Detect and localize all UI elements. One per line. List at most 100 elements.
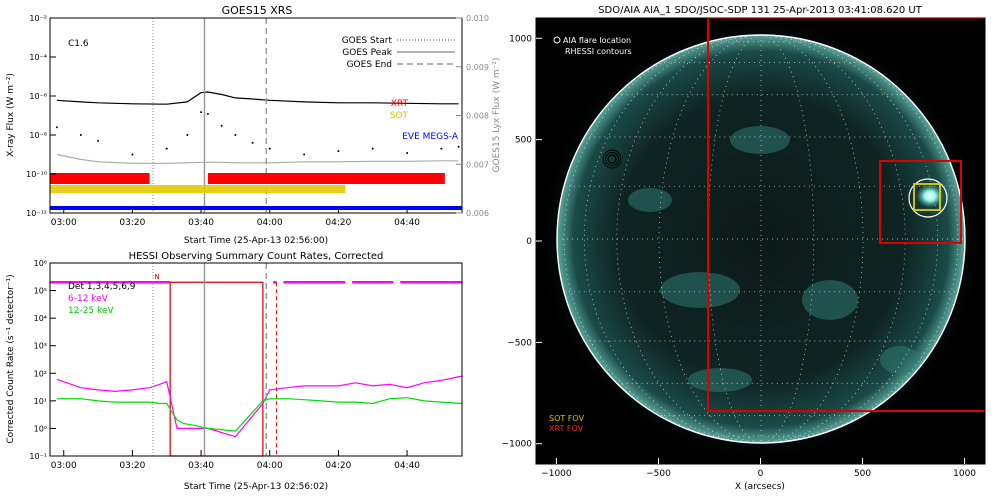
goes-title: GOES15 XRS	[222, 4, 293, 17]
sot-coverage-bar	[50, 185, 346, 193]
hessi-x-tick-label: 04:00	[257, 461, 283, 471]
hessi-legend-6-12: 6-12 keV	[68, 294, 109, 304]
aia-x-tick-label: −500	[646, 469, 671, 479]
aia-x-tick-label: −1000	[541, 469, 572, 479]
goes-y-tick-label: 10⁻⁸	[29, 131, 47, 140]
hessi-night-marker: N	[154, 273, 159, 281]
aia-flare-location-circle	[908, 178, 948, 218]
goes-short-channel-point	[165, 147, 168, 150]
xrt-fov-label: XRT FOV	[549, 424, 584, 433]
aia-x-tick-label: 1000	[953, 469, 976, 479]
xrt-label: XRT	[391, 99, 409, 109]
legend-goes-peak: GOES Peak	[342, 48, 392, 58]
goes-short-channel-point	[55, 126, 58, 129]
hessi-x-tick-label: 04:20	[325, 461, 351, 471]
rhessi-contours	[602, 149, 622, 169]
goes-x-tick-label: 03:00	[51, 218, 77, 228]
xrt-fov-box	[707, 18, 985, 412]
flare-brightening	[916, 184, 944, 208]
aia-x-tick-label: 0	[758, 469, 764, 479]
hessi-series-layer	[50, 263, 463, 457]
hessi-y-axis-label: Corrected Count Rate (s⁻¹ detector⁻¹)	[6, 274, 16, 443]
hessi-y-tick-label: 10⁻¹	[29, 452, 47, 461]
aia-y-tick-label: 0	[526, 237, 532, 247]
hessi-y-tick-label: 10⁴	[34, 314, 47, 323]
longitude-line	[760, 34, 959, 444]
goes-y-right-tick-label: 0.010	[466, 14, 489, 23]
hessi-legend-12-25: 12-25 keV	[68, 306, 114, 316]
hessi-y-tick-label: 10⁶	[34, 259, 47, 268]
goes-x-tick-label: 04:40	[394, 218, 420, 228]
goes-short-channel-point	[268, 147, 271, 150]
goes-legend: GOES Start GOES Peak GOES End	[342, 36, 455, 70]
aia-y-tick-label: 1000	[509, 34, 532, 44]
legend-goes-end: GOES End	[347, 60, 392, 70]
hessi-x-tick-label: 03:00	[51, 461, 77, 471]
legend-goes-start: GOES Start	[342, 36, 393, 46]
hessi-x-tick-label: 04:40	[394, 461, 420, 471]
goes-y-axis-label: X-ray Flux (W m⁻²)	[6, 73, 16, 157]
longitude-line	[760, 34, 815, 444]
hessi-x-tick-label: 03:20	[119, 461, 145, 471]
hessi-y-tick-label: 10³	[34, 342, 47, 351]
goes-y-tick-label: 10⁻¹²	[26, 209, 47, 218]
active-region-features	[628, 126, 920, 392]
goes-y-tick-label: 10⁻²	[29, 14, 47, 23]
contour-legend-label: RHESSI contours	[565, 47, 632, 56]
goes-short-channel-point	[97, 139, 100, 142]
flare-legend-symbol	[553, 36, 561, 44]
hessi-title: HESSI Observing Summary Count Rates, Cor…	[129, 251, 384, 262]
goes-x-tick-label: 03:40	[188, 218, 214, 228]
eve-coverage-bar	[50, 206, 462, 210]
goes-y-right-tick-label: 0.009	[466, 63, 489, 72]
goes-short-channel-point	[200, 111, 203, 114]
longitude-line	[760, 34, 906, 444]
hessi-x-tick-label: 03:40	[188, 461, 214, 471]
goes-class-label: C1.6	[68, 39, 89, 49]
goes-short-channel-point	[303, 153, 306, 156]
goes-short-channel-point	[206, 113, 209, 115]
goes-short-channel-point	[440, 147, 443, 150]
aia-y-tick-label: −1000	[502, 440, 533, 450]
hessi-y-tick-label: 10⁵	[34, 287, 47, 296]
hessi-panel: HESSI Observing Summary Count Rates, Cor…	[6, 251, 463, 492]
longitude-line	[707, 34, 762, 444]
hessi-plot-frame	[49, 262, 463, 457]
goes-short-channel-point	[131, 153, 134, 156]
sot-label: SOT	[390, 111, 409, 121]
goes-xrs-panel: GOES15 XRS 03:00 03:20 03:40 04:00 04:20 04:4…	[6, 4, 502, 246]
eve-label: EVE MEGS-A	[402, 132, 459, 142]
goes-y-tick-label: 10⁻¹⁰	[26, 170, 47, 179]
goes-y-right-tick-label: 0.006	[466, 209, 489, 218]
aia-title: SDO/AIA AIA_1 SDO/JSOC-SDP 131 25-Apr-20…	[598, 5, 923, 16]
goes-y-right-tick-label: 0.008	[466, 112, 489, 121]
goes-y-tick-label: 10⁻⁴	[29, 53, 47, 62]
goes-short-channel-point	[186, 134, 189, 136]
goes-short-channel-point	[406, 152, 409, 154]
hessi-12-25-kev-line	[56, 397, 463, 432]
goes-short-channel-point	[371, 147, 374, 150]
goes-short-channel-point	[79, 134, 82, 136]
hessi-y-tick-label: 10⁰	[34, 424, 47, 433]
xrt-small-fov-box	[879, 160, 962, 244]
hessi-y-tick-label: 10²	[34, 369, 47, 378]
goes-short-channel-point	[337, 150, 340, 153]
aia-y-tick-label: 500	[515, 136, 532, 146]
aia-x-axis-label: X (arcsecs)	[735, 482, 785, 492]
goes-ticks-layer: 03:00 03:20 03:40 04:00 04:20 04:40 10⁻² 10⁻⁴ 10…	[26, 14, 489, 228]
goes-series-layer	[50, 18, 462, 213]
aia-image-panel: SDO/AIA AIA_1 SDO/JSOC-SDP 131 25-Apr-20…	[502, 5, 986, 492]
flare-legend-label: AIA flare location	[563, 36, 631, 45]
aia-x-tick-label: 500	[854, 469, 871, 479]
sun-disk	[557, 35, 965, 443]
goes-short-channel-point	[251, 141, 254, 144]
hessi-x-axis-label: Start Time (25-Apr-13 02:56:02)	[184, 482, 328, 492]
xrt-coverage-bar	[207, 173, 445, 184]
aia-ticks-layer: −1000 −500 0 500 1000 1000 500 0 −500 −1000	[502, 34, 977, 479]
sot-fov-box	[913, 183, 941, 211]
goes-y-right-axis-label: GOES15 Lyx Flux (W m⁻²)	[492, 58, 502, 173]
hessi-night-box	[169, 281, 264, 457]
goes-x-tick-label: 03:20	[119, 218, 145, 228]
hessi-legend-det: Det 1,3,4,5,6,9	[68, 282, 136, 292]
longitude-line	[563, 34, 762, 444]
